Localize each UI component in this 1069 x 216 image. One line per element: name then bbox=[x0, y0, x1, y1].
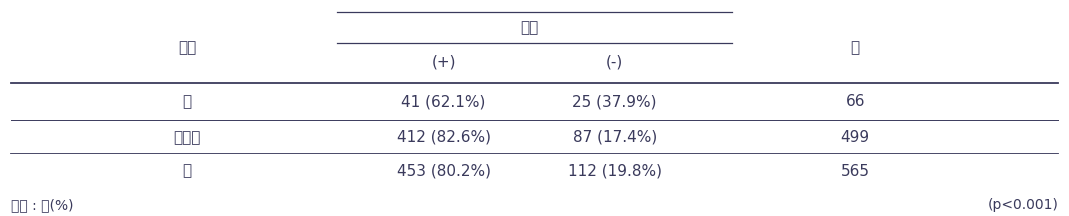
Text: 계: 계 bbox=[183, 164, 191, 179]
Text: 흡연: 흡연 bbox=[177, 40, 197, 55]
Text: 25 (37.9%): 25 (37.9%) bbox=[572, 94, 657, 109]
Text: 499: 499 bbox=[840, 130, 870, 145]
Text: (p<0.001): (p<0.001) bbox=[988, 198, 1058, 212]
Text: (-): (-) bbox=[606, 54, 623, 69]
Text: 453 (80.2%): 453 (80.2%) bbox=[397, 164, 491, 179]
Text: 아니오: 아니오 bbox=[173, 130, 201, 145]
Text: 87 (17.4%): 87 (17.4%) bbox=[573, 130, 656, 145]
Text: 항체: 항체 bbox=[520, 20, 539, 35]
Text: 412 (82.6%): 412 (82.6%) bbox=[397, 130, 491, 145]
Text: 계: 계 bbox=[851, 40, 859, 55]
Text: 112 (19.8%): 112 (19.8%) bbox=[568, 164, 662, 179]
Text: 예: 예 bbox=[183, 94, 191, 109]
Text: 565: 565 bbox=[840, 164, 870, 179]
Text: (+): (+) bbox=[432, 54, 455, 69]
Text: 41 (62.1%): 41 (62.1%) bbox=[402, 94, 485, 109]
Text: 66: 66 bbox=[846, 94, 865, 109]
Text: 단위 : 명(%): 단위 : 명(%) bbox=[11, 198, 73, 212]
